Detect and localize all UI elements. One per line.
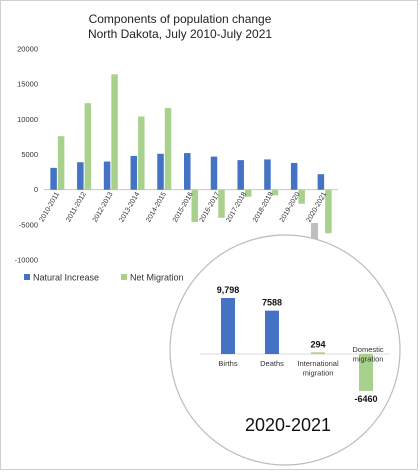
bar-natural-increase bbox=[317, 174, 325, 190]
zoom-value-label: 294 bbox=[310, 339, 325, 349]
bar-natural-increase bbox=[264, 159, 271, 190]
bar-net-migration bbox=[325, 189, 332, 234]
bar-natural-increase bbox=[237, 160, 244, 190]
x-category-label: 2014-2015 bbox=[145, 191, 168, 224]
zoom-title: 2020-2021 bbox=[245, 415, 331, 435]
legend-swatch bbox=[121, 274, 127, 280]
x-category-label: 2020-2021 bbox=[306, 191, 329, 224]
y-tick-label: 5000 bbox=[21, 150, 38, 159]
y-tick-label: 10000 bbox=[17, 115, 38, 124]
zoom-bar bbox=[359, 354, 373, 391]
chart-title: Components of population change bbox=[89, 12, 272, 26]
zoom-bars bbox=[221, 298, 373, 391]
zoom-value-labels: 9,798 7588 294 -6460 bbox=[217, 285, 378, 404]
zoom-value-label: -6460 bbox=[354, 394, 377, 404]
bar-natural-increase bbox=[157, 153, 164, 190]
y-tick-label: 20000 bbox=[17, 45, 38, 54]
legend: Natural Increase Net Migration bbox=[24, 273, 184, 283]
bar-natural-increase bbox=[184, 153, 191, 190]
bar-natural-increase bbox=[290, 162, 298, 190]
x-axis-category-labels: 2010-2011 2011-2012 2012-2013 2013-2014 2014… bbox=[39, 191, 329, 224]
bar-net-migration bbox=[244, 189, 252, 197]
x-category-label: 2011-2012 bbox=[65, 191, 88, 223]
x-category-label: 2015-2016 bbox=[172, 191, 195, 224]
zoom-category-label: Domestic migration bbox=[352, 345, 384, 364]
zoom-bar bbox=[265, 310, 279, 354]
zoom-category-label: Deaths bbox=[260, 359, 284, 368]
bar-net-migration bbox=[111, 74, 118, 190]
legend-swatch bbox=[24, 274, 30, 280]
bar-net-migration bbox=[138, 116, 145, 190]
bar-natural-increase bbox=[50, 167, 57, 190]
bar-natural-increase bbox=[130, 155, 138, 190]
x-category-label: 2010-2011 bbox=[39, 191, 62, 223]
zoom-category-label: Births bbox=[218, 359, 237, 368]
y-tick-label: -10000 bbox=[15, 256, 38, 265]
legend-label: Net Migration bbox=[130, 273, 184, 283]
zoom-category-labels: Births Deaths International migration Domest… bbox=[218, 345, 383, 378]
zoom-circle bbox=[169, 234, 401, 466]
zoom-bar bbox=[221, 298, 235, 354]
main-bars bbox=[50, 74, 332, 234]
x-category-label: 2019-2020 bbox=[279, 191, 302, 224]
bar-net-migration bbox=[164, 108, 172, 190]
chart-subtitle: North Dakota, July 2010-July 2021 bbox=[88, 27, 272, 41]
zoom-value-label: 9,798 bbox=[217, 285, 240, 295]
zoom-arrow-shaft bbox=[311, 223, 318, 245]
bar-net-migration bbox=[57, 136, 65, 190]
bar-net-migration bbox=[298, 189, 305, 204]
y-axis-ticks: -10000 -5000 0 5000 10000 15000 20000 bbox=[15, 45, 38, 265]
bar-net-migration bbox=[84, 103, 92, 190]
bar-natural-increase bbox=[77, 162, 84, 190]
zoom-category-label: International migration bbox=[297, 359, 339, 378]
bar-natural-increase bbox=[210, 156, 218, 190]
y-tick-label: 0 bbox=[34, 185, 38, 194]
bar-net-migration bbox=[218, 189, 225, 218]
legend-label: Natural Increase bbox=[33, 273, 99, 283]
x-category-label: 2016-2017 bbox=[199, 191, 222, 224]
x-category-label: 2017-2018 bbox=[225, 191, 248, 224]
y-tick-label: -5000 bbox=[19, 220, 38, 229]
bar-net-migration bbox=[191, 189, 198, 223]
x-category-label: 2012-2013 bbox=[92, 191, 115, 224]
zoom-value-label: 7588 bbox=[262, 298, 282, 308]
y-tick-label: 15000 bbox=[17, 80, 38, 89]
x-category-label: 2018-2019 bbox=[252, 191, 275, 224]
bar-net-migration bbox=[271, 189, 279, 196]
x-category-label: 2013-2014 bbox=[118, 191, 141, 224]
zoom-bar bbox=[311, 352, 325, 354]
bar-natural-increase bbox=[103, 161, 111, 190]
